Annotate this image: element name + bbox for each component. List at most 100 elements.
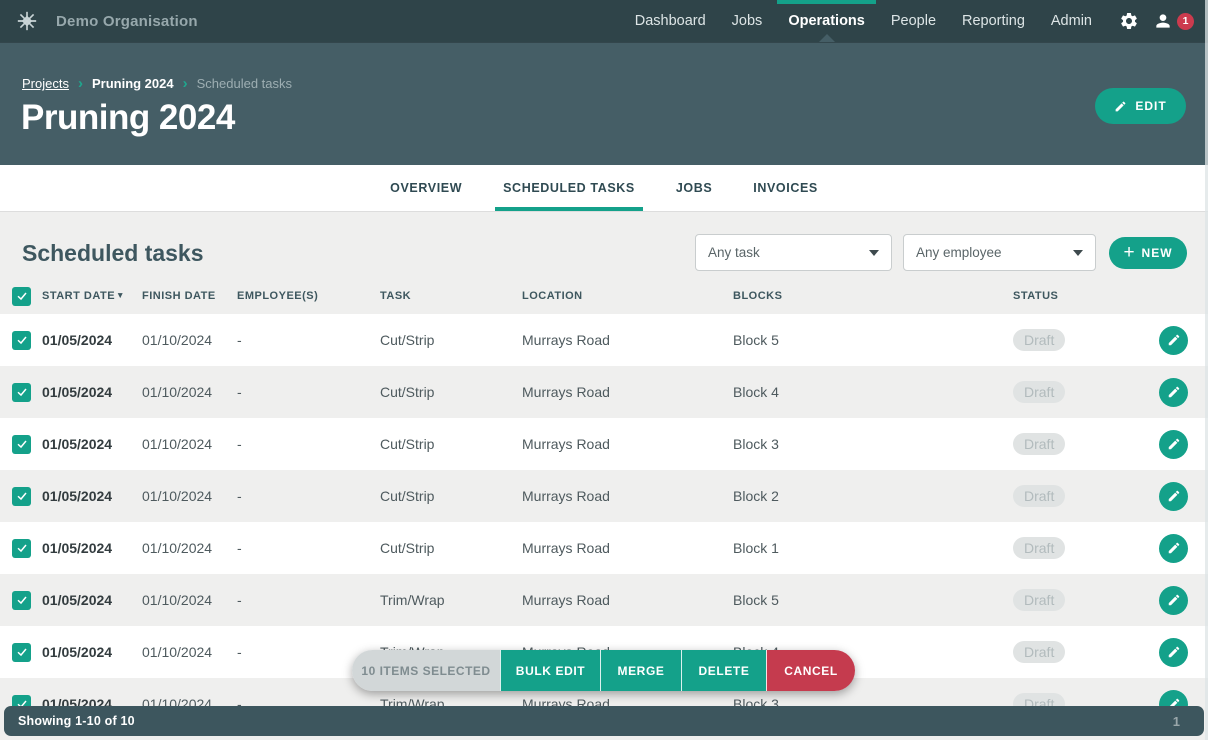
cell-start-date: 01/05/2024	[42, 540, 113, 556]
nav-item-dashboard[interactable]: Dashboard	[634, 13, 706, 29]
organisation-name: Demo Organisation	[56, 12, 198, 30]
chevron-down-icon	[1073, 249, 1083, 256]
breadcrumb-pruning-2024[interactable]: Pruning 2024	[91, 76, 174, 91]
column-header-employees[interactable]: EMPLOYEE(S)	[237, 290, 319, 302]
table-row: 01/05/2024 01/10/2024 - Cut/Strip Murray…	[0, 522, 1208, 574]
column-header-status[interactable]: STATUS	[1013, 290, 1059, 302]
pencil-icon	[1168, 334, 1179, 346]
column-header-blocks[interactable]: BLOCKS	[733, 290, 783, 302]
cell-task: Cut/Strip	[380, 540, 435, 556]
cell-location: Murrays Road	[522, 592, 610, 608]
edit-button-label: EDIT	[1135, 99, 1167, 113]
main-nav: Dashboard Jobs Operations People Reporti…	[622, 0, 1208, 42]
row-checkbox[interactable]	[12, 486, 31, 506]
new-task-button[interactable]: + NEW	[1109, 237, 1187, 269]
status-badge: Draft	[1013, 641, 1066, 663]
cell-finish-date: 01/10/2024	[142, 540, 213, 556]
table-row: 01/05/2024 01/10/2024 - Cut/Strip Murray…	[0, 366, 1208, 418]
section-title: Scheduled tasks	[22, 240, 204, 266]
row-checkbox[interactable]	[12, 538, 31, 558]
cell-start-date: 01/05/2024	[42, 332, 113, 348]
status-badge: Draft	[1013, 329, 1066, 351]
breadcrumb-projects[interactable]: Projects	[22, 76, 69, 91]
row-edit-button[interactable]	[1159, 637, 1188, 667]
row-checkbox[interactable]	[12, 434, 31, 454]
settings-gear-icon[interactable]	[1119, 11, 1139, 31]
row-edit-button[interactable]	[1159, 585, 1188, 615]
table-row: 01/05/2024 01/10/2024 - Trim/Wrap Murray…	[0, 574, 1208, 626]
nav-item-people[interactable]: People	[890, 13, 937, 29]
cell-location: Murrays Road	[522, 540, 610, 556]
project-tabs: OVERVIEW SCHEDULED TASKS JOBS INVOICES	[0, 165, 1208, 212]
breadcrumb-scheduled-tasks: Scheduled tasks	[196, 76, 293, 91]
row-checkbox[interactable]	[12, 590, 31, 610]
column-header-start-date[interactable]: START DATE▼	[42, 290, 125, 302]
bulk-edit-button[interactable]: BULK EDIT	[500, 650, 600, 691]
delete-button[interactable]: DELETE	[681, 650, 766, 691]
row-checkbox[interactable]	[12, 330, 31, 350]
cell-blocks: Block 4	[733, 384, 779, 400]
showing-count-text: Showing 1-10 of 10	[18, 714, 135, 728]
row-edit-button[interactable]	[1159, 377, 1188, 407]
status-badge: Draft	[1013, 433, 1066, 455]
cell-start-date: 01/05/2024	[42, 384, 113, 400]
pencil-icon	[1115, 101, 1126, 111]
column-header-task[interactable]: TASK	[380, 290, 412, 302]
user-account-icon[interactable]	[1153, 11, 1173, 31]
cell-blocks: Block 3	[733, 436, 779, 452]
cell-start-date: 01/05/2024	[42, 488, 113, 504]
cell-finish-date: 01/10/2024	[142, 436, 213, 452]
cell-employees: -	[237, 332, 242, 348]
column-header-finish-date[interactable]: FINISH DATE	[142, 290, 216, 302]
breadcrumb-chevron-icon: ›	[182, 75, 188, 92]
column-header-location[interactable]: LOCATION	[522, 290, 583, 302]
nav-item-reporting[interactable]: Reporting	[962, 13, 1025, 29]
table-row: 01/05/2024 01/10/2024 - Cut/Strip Murray…	[0, 314, 1208, 366]
plus-icon: +	[1123, 241, 1136, 263]
nav-item-jobs[interactable]: Jobs	[731, 13, 763, 29]
row-edit-button[interactable]	[1159, 533, 1188, 563]
page-title: Pruning 2024	[21, 98, 235, 137]
scrollbar[interactable]	[1205, 0, 1208, 740]
org-logo-icon[interactable]	[16, 10, 38, 32]
new-button-label: NEW	[1141, 246, 1173, 260]
row-checkbox[interactable]	[12, 642, 31, 662]
cell-employees: -	[237, 696, 242, 712]
tab-overview[interactable]: OVERVIEW	[390, 181, 463, 195]
row-edit-button[interactable]	[1159, 481, 1188, 511]
employee-filter-select[interactable]: Any employee	[903, 234, 1096, 271]
section-header: Scheduled tasks Any task Any employee + …	[0, 212, 1208, 280]
merge-button[interactable]: MERGE	[600, 650, 681, 691]
table-row: 01/05/2024 01/10/2024 - Cut/Strip Murray…	[0, 418, 1208, 470]
cell-task: Cut/Strip	[380, 488, 435, 504]
page-number[interactable]: 1	[1172, 713, 1180, 729]
tab-scheduled-tasks[interactable]: SCHEDULED TASKS	[495, 165, 643, 211]
tab-jobs[interactable]: JOBS	[675, 181, 713, 195]
notification-badge[interactable]: 1	[1177, 12, 1194, 30]
edit-button[interactable]: EDIT	[1095, 88, 1186, 124]
cell-start-date: 01/05/2024	[42, 592, 113, 608]
pencil-icon	[1168, 386, 1179, 398]
cell-start-date: 01/05/2024	[42, 436, 113, 452]
nav-item-operations[interactable]: Operations	[775, 0, 878, 42]
pencil-icon	[1168, 542, 1179, 554]
task-filter-select[interactable]: Any task	[695, 234, 892, 271]
table-header-row: START DATE▼ FINISH DATE EMPLOYEE(S) TASK…	[0, 278, 1208, 314]
bulk-action-bar: 10 ITEMS SELECTED BULK EDIT MERGE DELETE…	[352, 650, 855, 691]
status-badge: Draft	[1013, 589, 1066, 611]
row-edit-button[interactable]	[1159, 325, 1188, 355]
nav-item-admin[interactable]: Admin	[1050, 13, 1092, 29]
cell-employees: -	[237, 384, 242, 400]
employee-filter-value: Any employee	[916, 245, 1002, 260]
cell-task: Cut/Strip	[380, 384, 435, 400]
cell-employees: -	[237, 644, 242, 660]
pencil-icon	[1168, 490, 1179, 502]
cell-location: Murrays Road	[522, 488, 610, 504]
pencil-icon	[1168, 594, 1179, 606]
cancel-button[interactable]: CANCEL	[766, 650, 855, 691]
top-navigation-bar: Demo Organisation Dashboard Jobs Operati…	[0, 0, 1208, 42]
row-edit-button[interactable]	[1159, 429, 1188, 459]
tab-invoices[interactable]: INVOICES	[753, 181, 818, 195]
select-all-checkbox[interactable]	[12, 286, 31, 306]
row-checkbox[interactable]	[12, 382, 31, 402]
